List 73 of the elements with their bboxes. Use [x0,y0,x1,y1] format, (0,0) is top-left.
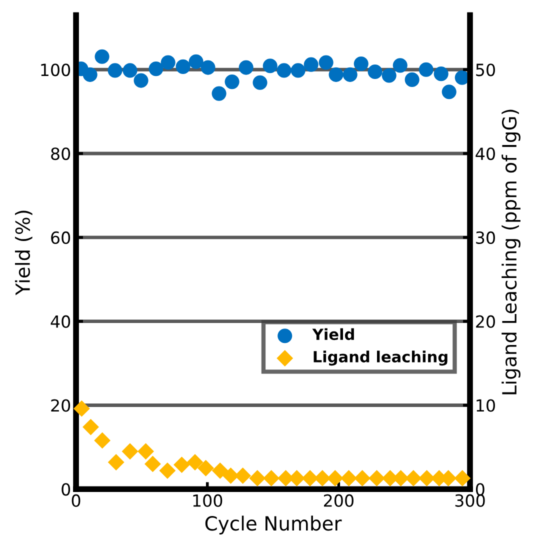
point [442,84,456,100]
point [276,63,292,78]
point [304,57,318,72]
x-tick-label: 0 [72,494,80,507]
point [234,467,252,484]
point [122,443,138,460]
point [160,55,176,70]
point [122,63,138,78]
y-axis-title: Yield (%) [14,210,32,296]
y2-tick-label: 10 [476,399,495,412]
point [148,62,164,76]
point [290,63,306,78]
point [368,64,382,80]
y2-axis-title: Ligand Leaching (ppm of IgG) [502,110,520,394]
point [249,470,266,486]
x-tick-label: 200 [324,494,354,507]
point [340,470,358,486]
y-tick-label: 60 [51,231,70,244]
point [354,470,371,486]
point [198,460,214,476]
point [222,467,239,484]
point [434,66,448,82]
x-axis-title: Cycle Number [205,516,342,534]
point [200,60,216,75]
point [368,470,385,486]
point [186,454,204,470]
point [252,75,268,90]
point [302,470,318,486]
y-tick-label: 100 [41,64,70,76]
point [328,67,344,82]
point [382,68,396,83]
y2-tick-label: 50 [476,64,495,76]
y-tick-label: 40 [50,315,70,328]
point [134,73,148,88]
point [314,470,331,486]
point [212,86,226,101]
x-tick-label: 300 [455,494,485,507]
point [418,62,434,77]
point [82,418,99,436]
point [318,55,334,70]
point [262,58,278,74]
point [176,59,190,74]
point [326,470,344,486]
y-tick-label: 80 [51,147,70,160]
point [138,443,154,460]
point [159,462,176,479]
legend-label: Yield [312,328,354,340]
point [404,72,420,87]
point [174,456,190,474]
point [188,54,204,69]
point [94,432,111,449]
point [212,462,228,479]
point [144,456,161,472]
y2-tick-label: 20 [476,315,495,328]
point [73,400,90,417]
point [342,67,358,82]
point [263,470,280,486]
legend-label: Ligand leaching [314,350,448,366]
point [392,58,408,73]
x-tick-label: 100 [193,494,222,507]
point [82,67,98,82]
y-tick-label: 0 [62,483,70,496]
point [108,63,122,78]
point [405,470,422,486]
point [354,56,368,72]
y-tick-label: 20 [51,399,70,412]
point [94,49,110,64]
y2-tick-label: 30 [476,231,495,244]
point [454,470,471,486]
point [224,74,240,90]
point [238,60,254,75]
point [108,454,124,470]
y2-tick-label: 40 [476,147,495,160]
